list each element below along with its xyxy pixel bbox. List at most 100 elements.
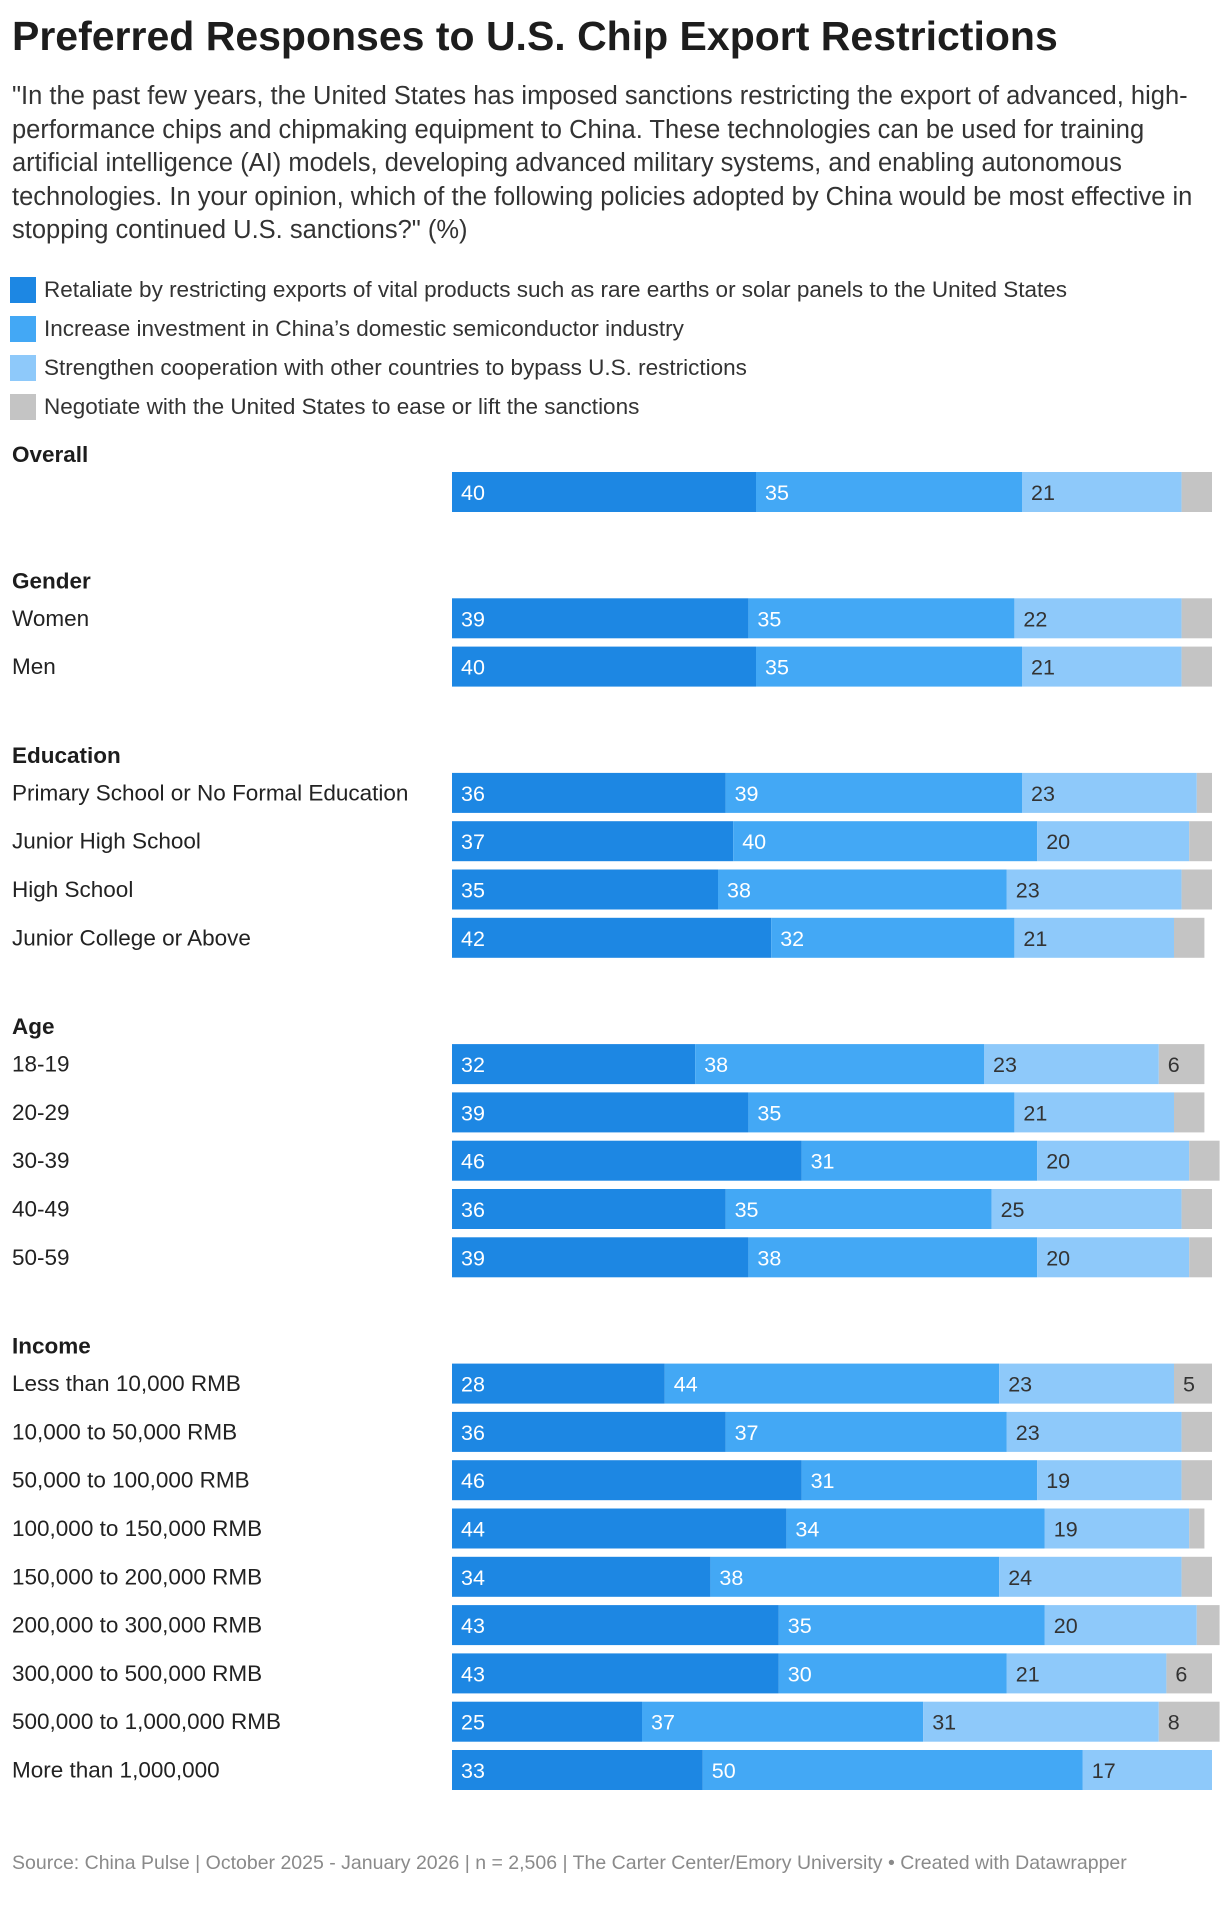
bar-segment-education-2 — [1006, 869, 1182, 910]
bar-segment-age-1 — [748, 1092, 1015, 1133]
bar-segment-age-2 — [984, 1044, 1159, 1085]
bar-segment-education-1 — [718, 869, 1007, 910]
bar-value-label: 6 — [1175, 1662, 1187, 1686]
bar-value-label: 21 — [1023, 927, 1047, 951]
legend-swatch-negotiate — [10, 393, 36, 420]
bar-value-label: 23 — [1016, 879, 1040, 903]
bar-value-label: 34 — [795, 1518, 819, 1542]
legend-item-cooperate: Strengthen cooperation with other countr… — [10, 348, 1210, 387]
bar-segment-age-1 — [748, 1237, 1038, 1278]
bar-segment-education-1 — [771, 917, 1015, 958]
bar-segment-income-1 — [642, 1701, 924, 1742]
row-label: 100,000 to 150,000 RMB — [12, 1516, 262, 1541]
bar-segment-education-2 — [1022, 772, 1197, 813]
bar-segment-income-0 — [452, 1750, 703, 1790]
bar-value-label: 28 — [461, 1373, 485, 1397]
row-label: Less than 10,000 RMB — [12, 1371, 241, 1396]
bar-value-label: 8 — [1168, 1711, 1180, 1735]
bar-value-label: 20 — [1046, 1150, 1070, 1174]
legend-label-invest: Increase investment in China’s domestic … — [44, 315, 684, 341]
bar-segment-income-0 — [452, 1363, 665, 1404]
bar-segment-income-1 — [778, 1605, 1045, 1646]
bar-value-label: 32 — [780, 927, 804, 951]
bar-segment-age-3 — [1181, 1189, 1212, 1229]
bar-segment-income-2 — [923, 1701, 1159, 1742]
bar-value-label: 33 — [461, 1759, 485, 1783]
bar-segment-overall-0 — [452, 472, 756, 512]
bar-segment-education-1 — [733, 821, 1038, 862]
bar-value-label: 42 — [461, 927, 485, 951]
bar-value-label: 43 — [461, 1662, 485, 1686]
bar-value-label: 30 — [788, 1662, 812, 1686]
bar-segment-age-2 — [1014, 1092, 1174, 1133]
bar-segment-income-1 — [710, 1556, 1000, 1597]
bar-value-label: 44 — [461, 1518, 485, 1542]
bar-segment-education-1 — [725, 772, 1022, 813]
bar-segment-income-1 — [664, 1363, 1000, 1404]
row-label: 200,000 to 300,000 RMB — [12, 1613, 262, 1638]
legend: Retaliate by restricting exports of vita… — [10, 270, 1210, 426]
legend-swatch-retaliate — [10, 276, 36, 303]
bar-segment-education-2 — [1037, 821, 1190, 862]
bar-value-label: 19 — [1054, 1518, 1078, 1542]
bar-segment-income-3 — [1181, 1411, 1212, 1452]
bar-segment-income-0 — [452, 1701, 642, 1742]
bar-segment-age-3 — [1158, 1044, 1205, 1085]
bar-segment-income-2 — [1044, 1508, 1190, 1549]
bar-value-label: 39 — [735, 782, 759, 806]
bar-segment-gender-0 — [452, 646, 756, 687]
bar-segment-age-3 — [1174, 1092, 1205, 1133]
bar-value-label: 21 — [1031, 656, 1055, 680]
bar-segment-education-0 — [452, 821, 734, 862]
bar-value-label: 39 — [461, 1101, 485, 1125]
bar-segment-income-0 — [452, 1411, 726, 1452]
bar-value-label: 22 — [1023, 607, 1047, 631]
row-label: 150,000 to 200,000 RMB — [12, 1564, 262, 1589]
row-label: 30-39 — [12, 1148, 70, 1173]
bar-value-label: 40 — [461, 481, 485, 505]
bar-segment-education-3 — [1181, 869, 1212, 910]
bar-segment-age-0 — [452, 1237, 749, 1278]
bar-value-label: 37 — [461, 830, 485, 854]
bar-segment-income-3 — [1181, 1556, 1212, 1597]
bar-segment-age-1 — [725, 1189, 992, 1229]
group-header-gender: Gender — [12, 568, 91, 593]
bar-segment-income-1 — [801, 1460, 1038, 1501]
bar-value-label: 36 — [461, 782, 485, 806]
bar-value-label: 35 — [788, 1614, 812, 1638]
bar-segment-income-3 — [1158, 1701, 1220, 1742]
bar-segment-income-1 — [778, 1653, 1007, 1694]
bar-value-label: 44 — [674, 1373, 698, 1397]
bar-value-label: 20 — [1046, 830, 1070, 854]
bar-segment-income-1 — [702, 1750, 1083, 1790]
legend-item-negotiate: Negotiate with the United States to ease… — [10, 387, 1210, 426]
bar-value-label: 19 — [1046, 1469, 1070, 1493]
bar-value-label: 25 — [461, 1711, 485, 1735]
bar-segment-gender-3 — [1181, 598, 1212, 639]
group-header-education: Education — [12, 743, 121, 768]
bar-segment-age-1 — [695, 1044, 984, 1085]
bar-value-label: 40 — [742, 830, 766, 854]
bar-segment-age-1 — [801, 1140, 1038, 1181]
group-header-overall: Overall — [12, 442, 88, 467]
bar-value-label: 43 — [461, 1614, 485, 1638]
row-label: Primary School or No Formal Education — [12, 780, 408, 805]
bar-value-label: 6 — [1168, 1053, 1180, 1077]
bar-value-label: 50 — [712, 1759, 736, 1783]
bar-segment-age-2 — [1037, 1140, 1190, 1181]
row-label: Junior College or Above — [12, 925, 251, 950]
bar-segment-age-0 — [452, 1044, 696, 1085]
bar-value-label: 21 — [1023, 1101, 1047, 1125]
bar-segment-gender-2 — [1014, 598, 1182, 639]
row-label: 18-19 — [12, 1052, 70, 1077]
source-note: Source: China Pulse | October 2025 - Jan… — [12, 1852, 1127, 1874]
bar-value-label: 35 — [461, 879, 485, 903]
bar-segment-age-2 — [991, 1189, 1182, 1229]
bar-value-label: 25 — [1001, 1198, 1025, 1222]
row-label: 10,000 to 50,000 RMB — [12, 1419, 237, 1444]
bar-segment-education-0 — [452, 869, 718, 910]
bar-segment-age-2 — [1037, 1237, 1190, 1278]
bar-value-label: 23 — [1016, 1421, 1040, 1445]
bar-value-label: 35 — [765, 656, 789, 680]
